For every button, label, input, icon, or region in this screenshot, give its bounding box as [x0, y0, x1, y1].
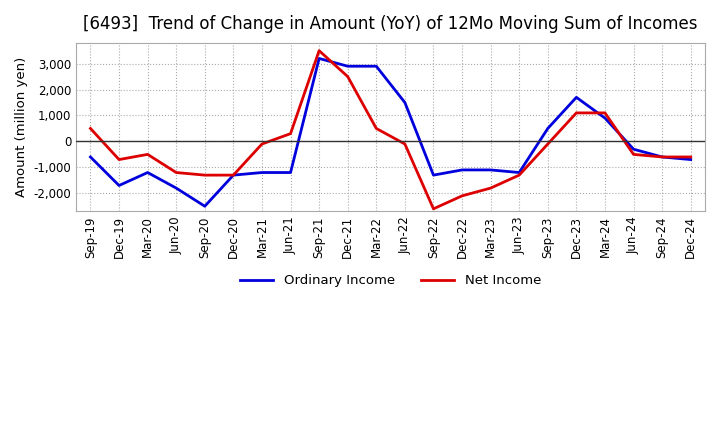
Ordinary Income [486, 167, 495, 172]
Ordinary Income [544, 126, 552, 131]
Net Income [544, 141, 552, 147]
Ordinary Income [429, 172, 438, 178]
Legend: Ordinary Income, Net Income: Ordinary Income, Net Income [235, 269, 546, 293]
Net Income [600, 110, 609, 116]
Y-axis label: Amount (million yen): Amount (million yen) [15, 57, 28, 197]
Ordinary Income [258, 170, 266, 175]
Ordinary Income [458, 167, 467, 172]
Title: [6493]  Trend of Change in Amount (YoY) of 12Mo Moving Sum of Incomes: [6493] Trend of Change in Amount (YoY) o… [84, 15, 698, 33]
Net Income [200, 172, 209, 178]
Net Income [172, 170, 181, 175]
Net Income [458, 193, 467, 198]
Ordinary Income [629, 147, 638, 152]
Ordinary Income [686, 157, 695, 162]
Net Income [429, 206, 438, 212]
Ordinary Income [372, 64, 381, 69]
Net Income [629, 152, 638, 157]
Net Income [686, 154, 695, 160]
Net Income [372, 126, 381, 131]
Ordinary Income [172, 185, 181, 191]
Ordinary Income [143, 170, 152, 175]
Net Income [114, 157, 123, 162]
Ordinary Income [400, 100, 409, 105]
Ordinary Income [315, 56, 323, 61]
Net Income [258, 141, 266, 147]
Ordinary Income [86, 154, 95, 160]
Net Income [486, 185, 495, 191]
Ordinary Income [600, 115, 609, 121]
Ordinary Income [343, 64, 352, 69]
Ordinary Income [114, 183, 123, 188]
Line: Ordinary Income: Ordinary Income [91, 59, 690, 206]
Net Income [287, 131, 295, 136]
Net Income [343, 74, 352, 79]
Net Income [86, 126, 95, 131]
Ordinary Income [229, 172, 238, 178]
Ordinary Income [658, 154, 667, 160]
Ordinary Income [515, 170, 523, 175]
Net Income [400, 141, 409, 147]
Ordinary Income [200, 204, 209, 209]
Net Income [515, 172, 523, 178]
Net Income [315, 48, 323, 53]
Net Income [658, 154, 667, 160]
Net Income [143, 152, 152, 157]
Ordinary Income [572, 95, 581, 100]
Net Income [572, 110, 581, 116]
Line: Net Income: Net Income [91, 51, 690, 209]
Ordinary Income [287, 170, 295, 175]
Net Income [229, 172, 238, 178]
